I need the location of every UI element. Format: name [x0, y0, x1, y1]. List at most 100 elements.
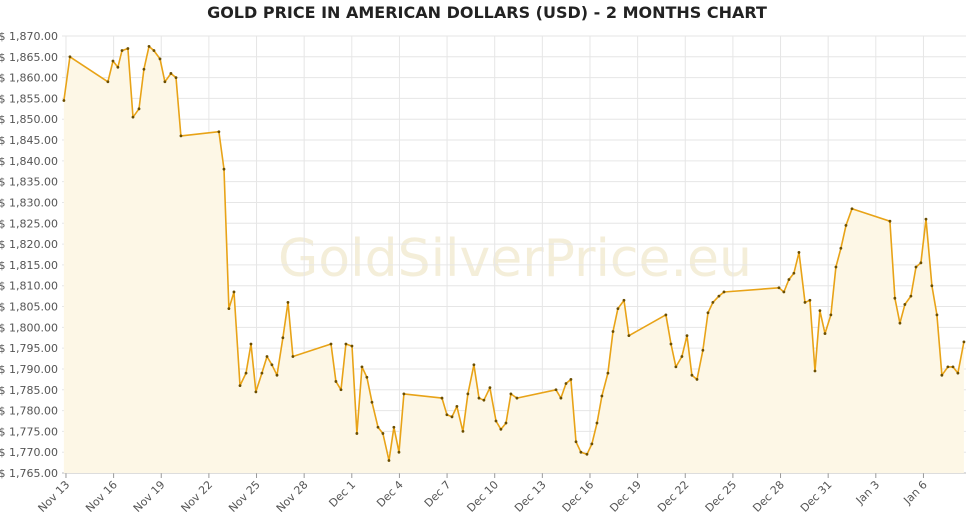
- x-tick-label: Nov 13: [36, 478, 73, 515]
- point: [808, 298, 812, 302]
- area: [63, 46, 964, 474]
- point: [509, 392, 513, 396]
- y-tick-label: $ 1,810.00: [0, 280, 58, 293]
- point: [222, 167, 226, 171]
- point: [360, 365, 364, 369]
- point: [499, 427, 503, 431]
- point: [946, 365, 950, 369]
- point: [844, 223, 848, 227]
- point: [169, 72, 173, 75]
- x-tick-label: Dec 22: [655, 478, 692, 515]
- point: [116, 65, 120, 69]
- point: [461, 429, 465, 433]
- x-tick-label: Dec 19: [607, 478, 644, 515]
- point: [777, 286, 781, 290]
- point: [249, 342, 253, 346]
- y-tick-label: $ 1,780.00: [0, 405, 58, 418]
- point: [232, 290, 236, 294]
- point: [782, 290, 786, 294]
- point: [515, 396, 519, 400]
- y-tick-label: $ 1,775.00: [0, 425, 58, 438]
- point: [455, 405, 459, 408]
- point: [829, 313, 833, 317]
- point: [365, 375, 369, 379]
- y-tick-label: $ 1,860.00: [0, 72, 58, 85]
- point: [695, 377, 699, 381]
- point: [163, 80, 167, 84]
- point: [137, 107, 141, 111]
- point: [504, 421, 508, 425]
- point: [179, 134, 183, 138]
- point: [627, 334, 631, 338]
- point: [956, 371, 960, 375]
- y-tick-label: $ 1,835.00: [0, 176, 58, 189]
- point: [579, 450, 583, 454]
- y-tick-label: $ 1,815.00: [0, 259, 58, 272]
- point: [850, 207, 854, 211]
- point: [355, 432, 359, 435]
- point: [106, 80, 110, 84]
- point: [217, 130, 221, 134]
- y-tick-label: $ 1,805.00: [0, 301, 58, 314]
- point: [344, 342, 348, 346]
- point: [893, 296, 897, 300]
- point: [834, 265, 838, 269]
- x-tick-label: Dec 10: [464, 478, 501, 515]
- point: [227, 307, 231, 311]
- point: [376, 425, 380, 429]
- point: [909, 294, 913, 298]
- x-tick-label: Nov 25: [226, 478, 263, 515]
- y-tick-label: $ 1,825.00: [0, 217, 58, 230]
- point: [450, 415, 454, 419]
- point: [370, 400, 374, 404]
- y-tick-label: $ 1,830.00: [0, 196, 58, 209]
- point: [818, 309, 822, 313]
- point: [919, 261, 923, 265]
- point: [914, 265, 918, 269]
- point: [669, 342, 673, 346]
- point: [174, 76, 178, 80]
- point: [803, 300, 807, 304]
- point: [286, 300, 290, 304]
- point: [494, 419, 498, 423]
- point: [275, 373, 279, 377]
- y-tick-label: $ 1,820.00: [0, 238, 58, 251]
- point: [706, 311, 710, 315]
- point: [482, 398, 486, 402]
- chart-title: GOLD PRICE IN AMERICAN DOLLARS (USD) - 2…: [207, 3, 767, 22]
- point: [898, 321, 902, 325]
- point: [680, 355, 684, 358]
- x-tick-label: Jan 6: [900, 478, 929, 507]
- x-tick-label: Dec 31: [798, 478, 835, 515]
- point: [590, 442, 594, 446]
- x-tick-label: Dec 16: [560, 478, 597, 515]
- x-tick-label: Nov 19: [131, 478, 168, 515]
- point: [787, 278, 791, 281]
- x-tick-label: Dec 4: [374, 478, 406, 510]
- point: [664, 313, 668, 317]
- y-tick-label: $ 1,865.00: [0, 51, 58, 64]
- point: [392, 425, 396, 429]
- point: [62, 99, 66, 102]
- point: [606, 371, 610, 375]
- y-tick-label: $ 1,850.00: [0, 113, 58, 126]
- point: [281, 336, 285, 340]
- point: [711, 300, 715, 304]
- point: [488, 386, 492, 390]
- y-tick-label: $ 1,870.00: [0, 30, 58, 43]
- point: [68, 55, 72, 59]
- y-tick-label: $ 1,770.00: [0, 446, 58, 459]
- y-tick-label: $ 1,795.00: [0, 342, 58, 355]
- point: [445, 413, 449, 417]
- x-tick-label: Dec 13: [512, 478, 549, 515]
- point: [569, 377, 573, 381]
- point: [120, 49, 124, 52]
- point: [888, 219, 892, 223]
- point: [839, 246, 843, 250]
- x-tick-label: Dec 28: [750, 478, 787, 515]
- x-tick-label: Jan 3: [853, 478, 882, 507]
- point: [111, 59, 115, 63]
- y-tick-label: $ 1,765.00: [0, 467, 58, 480]
